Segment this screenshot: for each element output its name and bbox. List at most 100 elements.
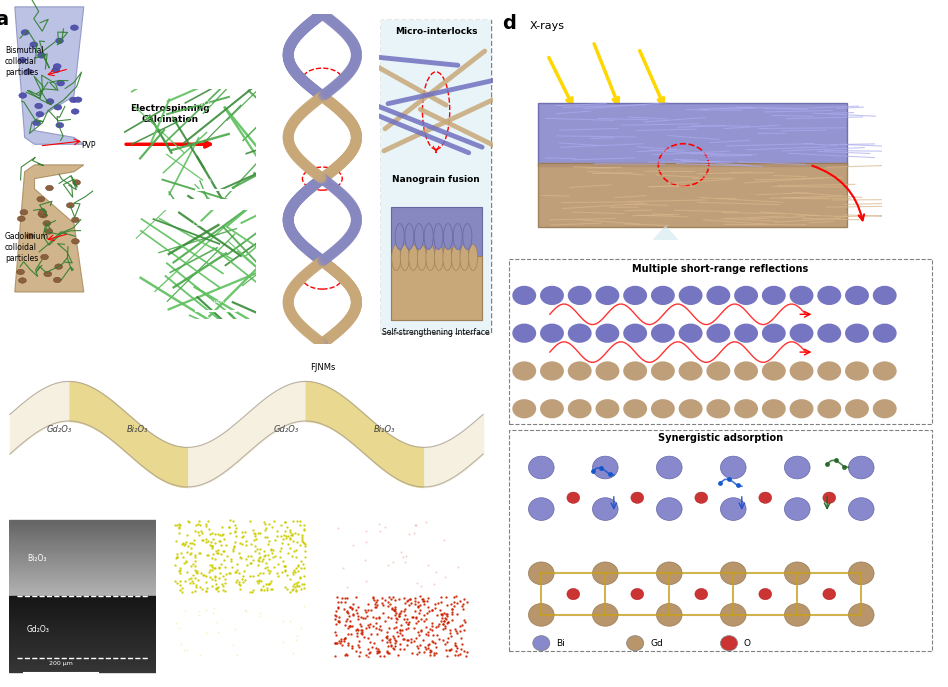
Circle shape: [41, 254, 48, 260]
Circle shape: [823, 588, 836, 600]
Bar: [9, 624, 156, 627]
Bar: [9, 606, 156, 609]
Circle shape: [720, 635, 738, 651]
Text: Flexible Gd₂O₃/Bi₂O₃ Janus Nanofibrous Membrane: Flexible Gd₂O₃/Bi₂O₃ Janus Nanofibrous M…: [106, 352, 387, 362]
Circle shape: [540, 361, 564, 381]
Text: Gd₂O₃: Gd₂O₃: [27, 625, 50, 634]
Text: Bismuthal
colloidal
particles: Bismuthal colloidal particles: [5, 46, 44, 78]
Circle shape: [873, 286, 897, 305]
Circle shape: [468, 245, 478, 271]
Circle shape: [70, 25, 79, 30]
Bar: [9, 659, 156, 662]
Bar: [9, 621, 156, 624]
Circle shape: [529, 456, 554, 479]
Circle shape: [54, 104, 62, 110]
Circle shape: [567, 588, 579, 600]
Circle shape: [37, 196, 45, 202]
Circle shape: [845, 361, 869, 381]
Circle shape: [512, 286, 537, 305]
Circle shape: [817, 361, 841, 381]
Circle shape: [592, 456, 618, 479]
Text: 200 μm: 200 μm: [49, 661, 73, 666]
Circle shape: [20, 210, 27, 215]
Circle shape: [651, 324, 675, 343]
Circle shape: [720, 604, 746, 627]
Bar: [9, 629, 156, 631]
Circle shape: [19, 93, 27, 98]
Bar: [9, 530, 156, 532]
Circle shape: [453, 223, 463, 249]
Circle shape: [592, 562, 618, 585]
Circle shape: [405, 223, 414, 249]
Circle shape: [631, 492, 644, 504]
Circle shape: [74, 97, 82, 102]
Circle shape: [762, 361, 786, 381]
Circle shape: [35, 103, 43, 109]
Circle shape: [460, 245, 469, 271]
Circle shape: [417, 245, 427, 271]
Bar: [9, 649, 156, 651]
Circle shape: [720, 497, 746, 521]
Circle shape: [53, 278, 62, 283]
Bar: [9, 601, 156, 604]
FancyBboxPatch shape: [538, 164, 848, 227]
Bar: [9, 592, 156, 594]
Text: Gadolinium
colloidal
particles: Gadolinium colloidal particles: [5, 232, 49, 263]
Circle shape: [734, 361, 758, 381]
Bar: [9, 577, 156, 579]
Bar: [9, 549, 156, 550]
Bar: [9, 564, 156, 565]
Circle shape: [533, 635, 550, 651]
Text: Gd₂O₃: Gd₂O₃: [192, 221, 213, 227]
Circle shape: [706, 361, 730, 381]
Circle shape: [790, 361, 813, 381]
Circle shape: [45, 229, 53, 234]
Text: a: a: [0, 10, 9, 30]
Circle shape: [848, 497, 874, 521]
Circle shape: [19, 278, 27, 283]
Circle shape: [734, 399, 758, 418]
Circle shape: [785, 562, 810, 585]
Circle shape: [71, 238, 80, 244]
Bar: [9, 587, 156, 588]
Bar: [9, 657, 156, 659]
Text: FJNMs: FJNMs: [310, 363, 335, 372]
Circle shape: [623, 286, 647, 305]
Bar: [9, 524, 156, 526]
Circle shape: [71, 109, 79, 114]
Circle shape: [529, 497, 554, 521]
Circle shape: [817, 324, 841, 343]
Text: 5 μm: 5 μm: [209, 299, 224, 304]
Circle shape: [785, 456, 810, 479]
Text: Bi₂O₃: Bi₂O₃: [127, 425, 149, 433]
Circle shape: [25, 69, 32, 74]
Bar: [9, 669, 156, 672]
Text: Gd₂O₃: Gd₂O₃: [46, 425, 72, 433]
FancyBboxPatch shape: [391, 207, 482, 320]
Bar: [9, 543, 156, 545]
Text: Synergistic adsorption: Synergistic adsorption: [658, 433, 783, 444]
Bar: [9, 562, 156, 564]
Circle shape: [463, 223, 472, 249]
Text: c: c: [5, 514, 16, 532]
Circle shape: [817, 286, 841, 305]
Text: Bi: Bi: [556, 639, 565, 648]
Circle shape: [734, 324, 758, 343]
Text: Gd₂O₃: Gd₂O₃: [273, 425, 299, 433]
Circle shape: [706, 286, 730, 305]
Circle shape: [848, 456, 874, 479]
Circle shape: [759, 492, 772, 504]
Circle shape: [444, 223, 452, 249]
Bar: [9, 560, 156, 562]
Text: d: d: [502, 14, 516, 33]
Circle shape: [18, 58, 27, 63]
Text: Gd: Gd: [650, 639, 663, 648]
Bar: [9, 581, 156, 583]
Circle shape: [759, 588, 772, 600]
Text: Bi₂O₃: Bi₂O₃: [27, 554, 46, 563]
Circle shape: [762, 399, 786, 418]
Circle shape: [540, 324, 564, 343]
Text: Bi₂O₃: Bi₂O₃: [194, 100, 211, 106]
Circle shape: [512, 399, 537, 418]
Circle shape: [656, 456, 682, 479]
